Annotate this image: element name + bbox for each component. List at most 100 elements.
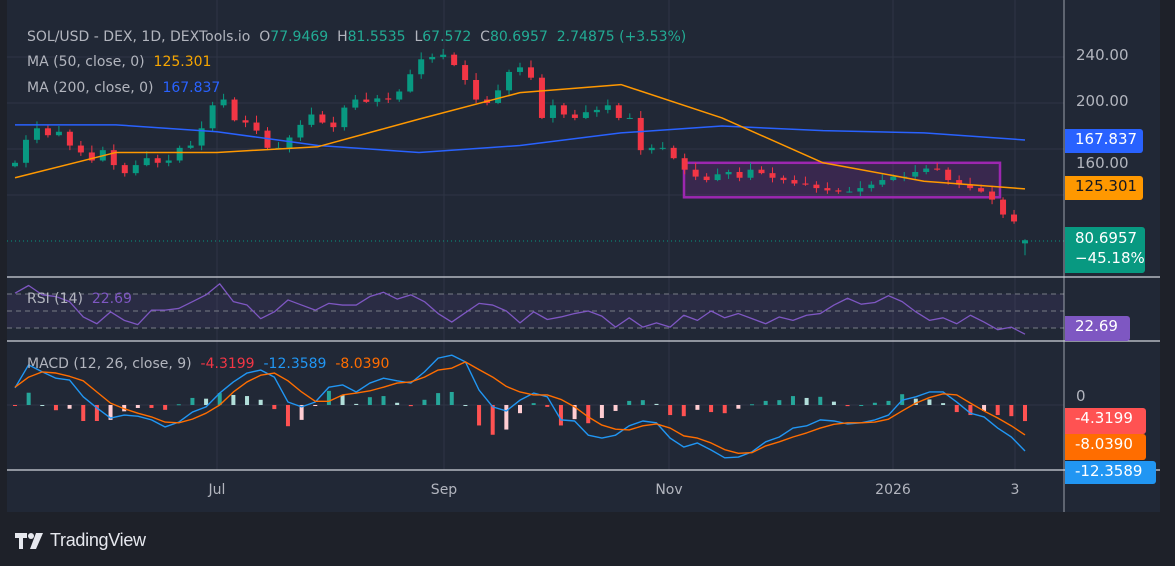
candle-body	[791, 180, 798, 184]
rsi-legend[interactable]: RSI (14) 22.69	[27, 291, 132, 307]
macd-histogram-bar	[299, 405, 304, 420]
macd-histogram-bar	[326, 390, 331, 405]
macd-histogram-bar	[954, 405, 959, 413]
ma200-legend[interactable]: MA (200, close, 0) 167.837	[27, 80, 220, 96]
macd-histogram-bar	[135, 405, 140, 408]
candle-body	[879, 180, 886, 185]
tradingview-logo[interactable]: TradingView	[15, 530, 146, 551]
candle-body	[912, 172, 919, 177]
ma200-label: MA (200, close, 0)	[27, 80, 154, 96]
candle	[879, 174, 886, 187]
candle	[462, 60, 469, 85]
rsi-indicator	[14, 283, 1026, 335]
price-tick: 240.00	[1076, 46, 1129, 64]
macd-histogram-bar	[504, 405, 509, 430]
candle	[253, 115, 260, 135]
rsi-band	[7, 294, 1064, 328]
macd-histogram-bar	[176, 404, 181, 406]
rsi-label: RSI (14)	[27, 291, 83, 307]
macd-histogram-bar	[736, 405, 741, 409]
candle-body	[187, 145, 194, 148]
macd-hist-badge: -4.3199	[1065, 408, 1146, 434]
ma200-badge: 167.837	[1065, 129, 1143, 153]
symbol-title[interactable]: SOL/USD - DEX, 1D, DEXTools.io	[27, 29, 251, 45]
close-label: C	[480, 29, 490, 45]
candle-body	[165, 160, 172, 163]
candle	[55, 126, 62, 137]
macd-histogram-bar	[258, 399, 263, 405]
candle-body	[110, 150, 117, 166]
macd-histogram-bar	[818, 396, 823, 405]
candle	[451, 52, 458, 67]
candle	[495, 84, 502, 105]
change-value: 2.74875 (+3.53%)	[556, 29, 687, 45]
macd-histogram-bar	[982, 405, 987, 411]
candle-body	[154, 158, 161, 163]
macd-histogram-bar	[804, 397, 809, 405]
low-label: L	[414, 29, 423, 45]
candle	[769, 167, 776, 183]
candle-body	[1022, 240, 1028, 244]
candle	[165, 154, 172, 167]
macd-histogram-bar	[395, 402, 400, 405]
candle-body	[517, 67, 523, 72]
macd-histogram-bar	[204, 398, 209, 405]
macd-histogram-bar	[681, 405, 686, 417]
candle-body	[22, 139, 29, 163]
candle-body	[857, 188, 864, 192]
macd-histogram-bar	[859, 405, 864, 406]
macd-histogram-bar	[777, 400, 782, 405]
candle-body	[868, 184, 875, 189]
candle	[1022, 239, 1028, 256]
candle-body	[758, 169, 765, 174]
x-tick-3: 3	[1010, 482, 1020, 498]
macd-histogram-bar	[53, 405, 58, 411]
macd-histogram-bar	[613, 405, 618, 411]
candle	[637, 111, 644, 155]
macd-zero-tick: 0	[1076, 387, 1086, 405]
candle-body	[132, 165, 139, 174]
candle-body	[308, 114, 315, 125]
macd-histogram-bar	[545, 405, 550, 407]
macd-label: MACD (12, 26, close, 9)	[27, 356, 192, 372]
macd-legend[interactable]: MACD (12, 26, close, 9) -4.3199 -12.3589…	[27, 356, 389, 372]
candle-body	[385, 98, 392, 100]
macd-histogram-bar	[790, 396, 795, 405]
candle-body	[802, 183, 809, 185]
candle	[407, 69, 414, 93]
candle-body	[198, 128, 205, 146]
candle	[538, 74, 545, 120]
rsi-line	[14, 283, 1026, 335]
candle-body	[319, 114, 326, 123]
candle	[648, 144, 655, 154]
candle	[703, 173, 710, 183]
candle-body	[714, 174, 721, 181]
candle-body	[495, 90, 502, 103]
macd-histogram-bar	[668, 405, 673, 416]
open-label: O	[259, 29, 271, 45]
candle	[923, 165, 930, 175]
macd-histogram-bar	[968, 405, 973, 416]
candle	[846, 186, 853, 193]
chart-panel[interactable]	[7, 0, 1160, 512]
candle-body	[769, 173, 776, 178]
macd-histogram-bar	[845, 405, 850, 407]
macd-histogram-bar	[1009, 405, 1014, 417]
macd-histogram-bar	[886, 400, 891, 405]
ma50-legend[interactable]: MA (50, close, 0) 125.301	[27, 54, 211, 70]
candle	[209, 101, 216, 132]
candle-body	[55, 131, 62, 136]
candle	[857, 181, 864, 197]
candle	[242, 115, 249, 128]
macd-histogram-bar	[750, 404, 755, 406]
candle	[692, 162, 699, 181]
macd-histogram-bar	[231, 394, 236, 405]
last-price: 80.6957	[1075, 229, 1138, 247]
candle-body	[736, 172, 743, 178]
candle-body	[286, 137, 293, 148]
candle-body	[549, 105, 556, 118]
macd-histogram-bar	[449, 391, 454, 405]
price-tick: 200.00	[1076, 92, 1129, 110]
candle	[835, 188, 842, 194]
